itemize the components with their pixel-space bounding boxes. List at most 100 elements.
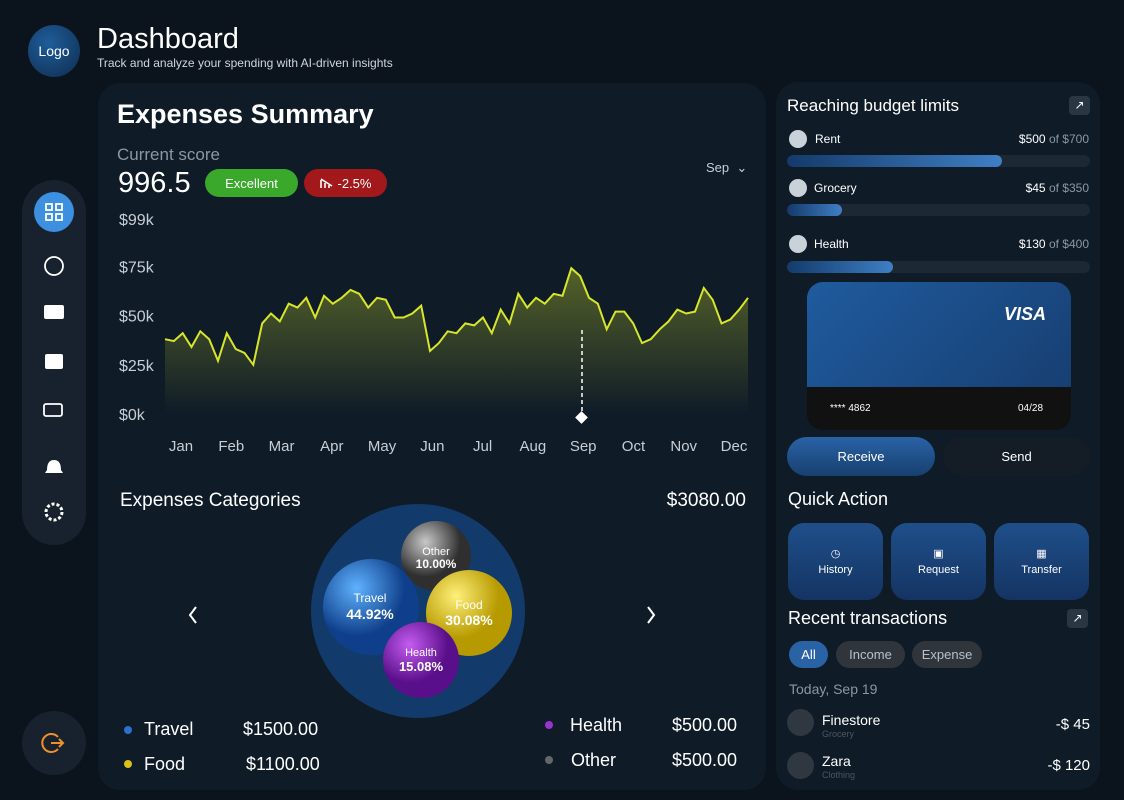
budget-title: Reaching budget limits [787,96,959,115]
score: 996.5 [118,167,191,199]
page-title: Dashboard [97,23,239,55]
side-panel [776,82,1100,790]
x-tick-label: Jan [169,438,193,455]
page-subtitle: Track and analyze your spending with AI-… [97,56,393,70]
legend-name: Travel [144,719,194,739]
bubble-label: Health [405,647,437,659]
categories-total: $3080.00 [666,490,746,511]
transactions-title: Recent transactions [788,608,948,628]
transaction-category: Clothing [822,770,856,780]
sidebar-icons [34,192,74,522]
budget-progress [787,261,894,273]
tab-expense[interactable]: Expense [912,641,982,668]
period-value: Sep [706,160,730,175]
budget-bar [787,204,1090,216]
budget-limit: of $350 [1048,181,1089,195]
logo[interactable]: Logo [28,25,80,77]
transaction-name: Zara [822,753,851,769]
nav-cards[interactable] [44,305,64,319]
quick-action-tile[interactable]: ▣ Request [891,523,986,600]
bubble-health[interactable] [383,622,459,698]
nav-bills[interactable] [43,403,63,417]
merchant-icon [787,709,814,736]
legend-dot [124,726,132,734]
tab-income[interactable]: Income [836,641,905,668]
legend-dot [124,760,132,768]
budget-spent: $45 [1025,181,1046,195]
merchant-icon [787,752,814,779]
legend-amount: $500.00 [672,750,738,770]
quick-action-label: Request [918,564,959,576]
transactions-open[interactable]: ↗ [1067,609,1088,628]
quick-action-tile[interactable]: ◷ History [788,523,883,600]
legend-amount: $1500.00 [243,719,319,739]
budget-bar [787,155,1090,167]
summary-title: Expenses Summary [117,99,374,129]
card-number: **** 4862 [830,403,871,414]
x-tick-label: Sep [570,438,597,455]
trend-icon [319,178,332,188]
legend-name: Health [570,715,623,735]
budget-icon [789,235,807,253]
y-tick-label: $75k [119,259,155,276]
card-expiry: 04/28 [1018,403,1044,414]
x-tick-label: May [368,438,397,455]
transaction-amount: -$ 45 [1055,716,1090,733]
nav-settings[interactable] [44,502,64,522]
x-tick-label: Dec [721,438,748,455]
logout-button[interactable] [22,711,86,775]
next-arrow[interactable] [647,606,656,624]
send-button[interactable]: Send [943,437,1090,476]
budget-progress [787,204,842,216]
nav-dashboard[interactable] [34,192,74,232]
card-face [807,282,1071,387]
legend-dot [545,721,553,729]
transactions-date: Today, Sep 19 [789,681,878,697]
x-tick-label: Nov [670,438,697,455]
nav-notifications[interactable] [45,460,63,473]
prev-arrow[interactable] [188,606,197,624]
bubble-share: 44.92% [346,606,394,622]
nav-spending[interactable] [44,256,64,276]
card-brand: VISA [1004,304,1047,324]
budget-spent: $130 [1018,237,1046,251]
sidebar [22,180,86,545]
bubble-label: Food [455,598,482,612]
x-tick-label: Jun [420,438,444,455]
budget-limit: of $700 [1048,132,1089,146]
legend-amount: $1100.00 [246,754,320,774]
bank-card[interactable] [807,282,1071,430]
budget-name: Rent [815,132,841,146]
budget-name: Health [814,237,849,251]
budget-icon [789,130,807,148]
budget-limit: of $400 [1048,237,1089,251]
categories-title: Expenses Categories [120,490,301,511]
area [165,268,748,414]
quick-action-tile[interactable]: ▦ Transfer [994,523,1089,600]
nav-wallet[interactable] [45,354,63,369]
quick-action-label: History [818,564,853,576]
logout-icon [41,733,65,753]
period-select[interactable]: Sep ⌄ [706,160,748,175]
x-tick-label: Jul [473,438,492,455]
quick-action-label: Transfer [1021,564,1062,576]
budget-bar [787,261,1090,273]
change-value: -2.5% [337,175,372,191]
y-tick-label: $25k [119,358,155,375]
y-tick-label: $0k [119,407,146,424]
score-label: Current score [117,145,220,164]
bubble-share: 30.08% [445,612,493,628]
receive-button[interactable]: Receive [787,437,935,476]
bubble-share: 15.08% [399,659,444,674]
bubble-share: 10.00% [416,557,457,571]
budget-open[interactable]: ↗ [1069,96,1090,115]
budget-progress [787,155,1003,167]
bubble-travel[interactable] [323,559,419,655]
change-badge: -2.5% [304,169,387,197]
tab-all[interactable]: All [789,641,828,668]
transaction-name: Finestore [822,712,881,728]
budget-name: Grocery [814,181,857,195]
rating-badge: Excellent [205,169,298,197]
budget-spent: $500 [1018,132,1046,146]
